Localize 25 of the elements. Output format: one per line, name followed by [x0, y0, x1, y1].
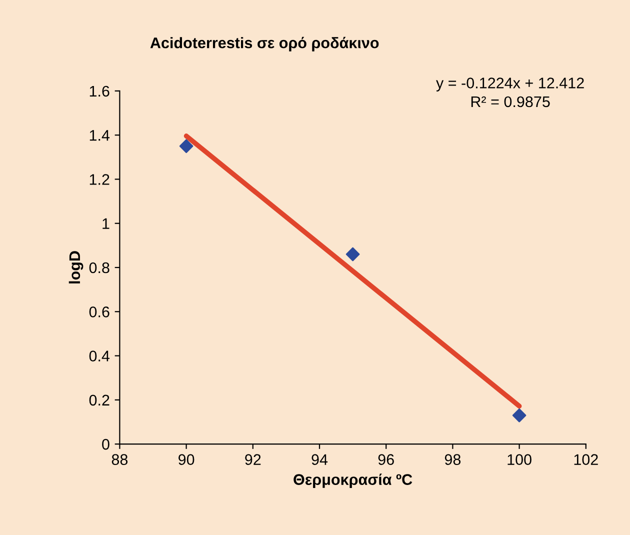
x-tick-label: 92 [245, 454, 261, 465]
point [346, 247, 360, 262]
chart-title: Acidoterrestis σε ορό ροδάκινο [150, 36, 379, 52]
x-axis-title: Θερμοκρασία ºC [294, 474, 412, 488]
y-tick-label: 1.2 [90, 174, 110, 185]
y-tick-label: 1 [102, 218, 110, 229]
annotation: R² = 0.9875 [471, 96, 550, 108]
x-tick-label: 90 [178, 454, 194, 465]
y-tick-label: 0.4 [89, 350, 110, 362]
x-tick-label: 102 [574, 454, 598, 465]
x-tick-label: 100 [508, 454, 532, 465]
y-tick-label: 0 [102, 438, 110, 450]
annotation: y = -0.1224x + 12.412 [436, 78, 584, 92]
point [512, 408, 526, 422]
y-tick-label: 0.6 [89, 306, 110, 318]
x-tick-label: 96 [378, 454, 394, 465]
y-axis-title: logD [68, 251, 84, 284]
x-tick-label: 88 [112, 454, 128, 465]
y-tick-label: 1.4 [90, 130, 110, 141]
y-tick-label: 0.8 [89, 262, 110, 274]
x-tick-label: 98 [444, 454, 461, 465]
y-tick-label: 1.6 [90, 86, 110, 97]
point [179, 139, 194, 154]
y-tick-label: 0.2 [89, 394, 110, 406]
x-tick-label: 94 [312, 454, 328, 465]
